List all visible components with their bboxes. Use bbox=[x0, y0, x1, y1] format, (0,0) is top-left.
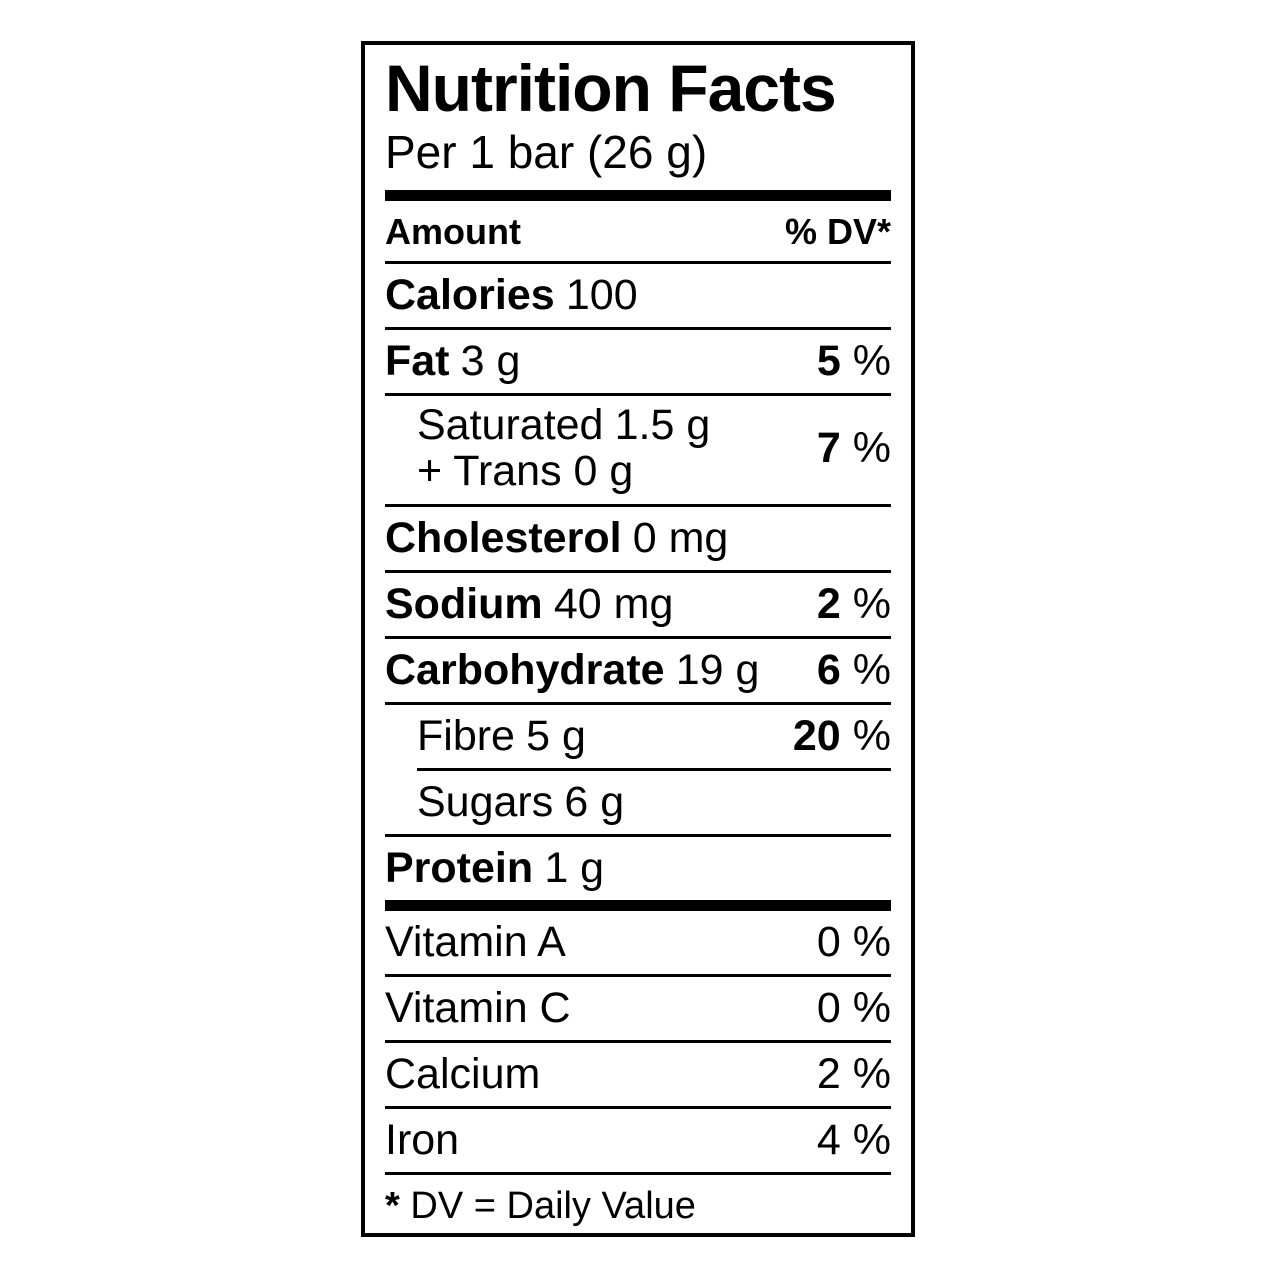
nutrient-amount-fibre: 5 g bbox=[526, 712, 586, 761]
nutrient-amount-calories: 100 bbox=[565, 271, 638, 320]
nutrient-name-protein: Protein bbox=[385, 844, 534, 893]
nutrient-name-vitamin-a: Vitamin A bbox=[385, 918, 566, 967]
row-fat: Fat 3 g 5% bbox=[385, 330, 891, 393]
thin-separator bbox=[385, 702, 891, 706]
thin-separator bbox=[385, 570, 891, 574]
thin-separator bbox=[385, 393, 891, 397]
percent-sign: % bbox=[852, 337, 891, 386]
dv-column-header: % DV* bbox=[784, 210, 891, 252]
nutrient-name-vitamin-c: Vitamin C bbox=[385, 984, 571, 1033]
thin-separator bbox=[385, 636, 891, 640]
amount-column-header: Amount bbox=[385, 210, 521, 252]
nutrient-name-iron: Iron bbox=[385, 1116, 460, 1165]
dv-value-fat: 5% bbox=[816, 337, 891, 386]
nutrition-facts-title: Nutrition Facts bbox=[385, 51, 837, 125]
percent-sign: % bbox=[852, 712, 891, 761]
thin-separator bbox=[385, 261, 891, 265]
row-carbohydrate: Carbohydrate 19 g 6% bbox=[385, 639, 891, 702]
column-header-row: Amount % DV* bbox=[385, 201, 891, 262]
nutrient-name-cholesterol: Cholesterol bbox=[385, 514, 622, 563]
thin-separator bbox=[385, 1172, 891, 1176]
dv-value-saturated: 7% bbox=[816, 424, 891, 473]
thick-separator-middle bbox=[385, 900, 891, 912]
nutrition-facts-label: Nutrition Facts Per 1 bar (26 g) Amount … bbox=[361, 41, 915, 1237]
thin-separator bbox=[385, 1040, 891, 1044]
serving-size: Per 1 bar (26 g) bbox=[385, 126, 708, 178]
percent-sign: % bbox=[852, 646, 891, 695]
row-iron: Iron 4% bbox=[385, 1109, 891, 1172]
nutrient-name-fibre: Fibre bbox=[417, 712, 515, 761]
percent-sign: % bbox=[852, 918, 891, 967]
nutrient-name-calcium: Calcium bbox=[385, 1050, 541, 1099]
nutrient-name-calories: Calories bbox=[385, 271, 555, 320]
thick-separator-top bbox=[385, 189, 891, 201]
thin-separator-indented bbox=[417, 768, 891, 772]
percent-sign: % bbox=[852, 984, 891, 1033]
percent-sign: % bbox=[852, 424, 891, 473]
thin-separator bbox=[385, 1106, 891, 1110]
footnote: * DV = Daily Value bbox=[385, 1175, 891, 1228]
dv-value-vitamin-a: 0% bbox=[816, 918, 891, 967]
dv-value-fibre: 20% bbox=[792, 712, 891, 761]
row-sodium: Sodium 40 mg 2% bbox=[385, 573, 891, 636]
nutrient-amount-sodium: 40 mg bbox=[553, 580, 674, 629]
row-calories: Calories 100 bbox=[385, 264, 891, 327]
nutrient-amount-saturated: 1.5 g bbox=[614, 401, 711, 450]
row-cholesterol: Cholesterol 0 mg bbox=[385, 507, 891, 570]
nutrient-amount-protein: 1 g bbox=[544, 844, 605, 893]
percent-sign: % bbox=[852, 580, 891, 629]
dv-value-vitamin-c: 0% bbox=[816, 984, 891, 1033]
thin-separator bbox=[385, 504, 891, 508]
thin-separator bbox=[385, 834, 891, 838]
nutrient-amount-cholesterol: 0 mg bbox=[632, 514, 729, 563]
nutrient-name-fat: Fat bbox=[385, 337, 450, 386]
nutrient-name-carbohydrate: Carbohydrate bbox=[385, 646, 665, 695]
row-saturated-trans: Saturated 1.5 g + Trans 0 g 7% bbox=[385, 396, 891, 504]
dv-value-sodium: 2% bbox=[816, 580, 891, 629]
row-calcium: Calcium 2% bbox=[385, 1043, 891, 1106]
nutrient-name-trans: + Trans 0 g bbox=[417, 447, 634, 496]
nutrient-name-sugars: Sugars bbox=[417, 778, 554, 827]
row-protein: Protein 1 g bbox=[385, 837, 891, 900]
nutrient-amount-sugars: 6 g bbox=[564, 778, 625, 827]
dv-value-carbohydrate: 6% bbox=[816, 646, 891, 695]
nutrient-amount-carbohydrate: 19 g bbox=[675, 646, 760, 695]
footnote-text: DV = Daily Value bbox=[410, 1185, 696, 1228]
dv-value-iron: 4% bbox=[816, 1116, 891, 1165]
nutrient-name-sodium: Sodium bbox=[385, 580, 543, 629]
row-sugars: Sugars 6 g bbox=[385, 771, 891, 834]
percent-sign: % bbox=[852, 1116, 891, 1165]
percent-sign: % bbox=[852, 1050, 891, 1099]
thin-separator bbox=[385, 327, 891, 331]
footnote-asterisk: * bbox=[385, 1185, 400, 1228]
nutrient-name-saturated: Saturated bbox=[417, 401, 604, 450]
dv-value-calcium: 2% bbox=[816, 1050, 891, 1099]
row-vitamin-a: Vitamin A 0% bbox=[385, 911, 891, 974]
nutrient-amount-fat: 3 g bbox=[460, 337, 521, 386]
thin-separator bbox=[385, 974, 891, 978]
row-vitamin-c: Vitamin C 0% bbox=[385, 977, 891, 1040]
row-fibre: Fibre 5 g 20% bbox=[385, 705, 891, 768]
